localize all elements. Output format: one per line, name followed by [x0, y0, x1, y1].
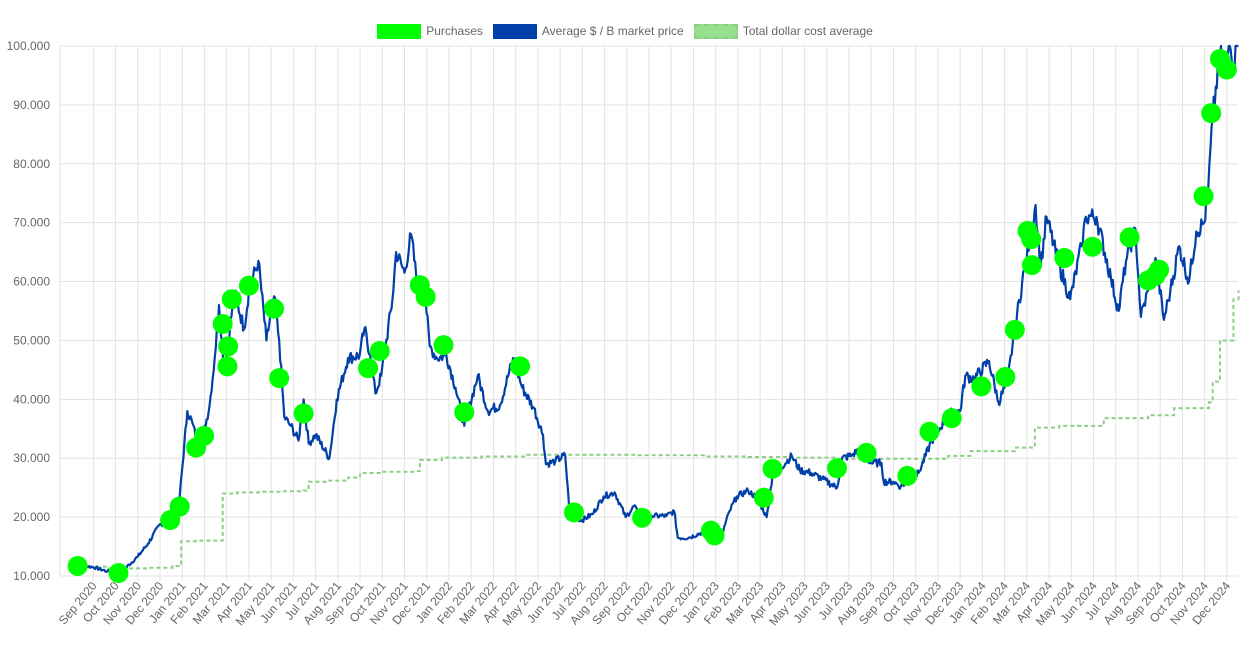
legend-item-dca[interactable]: Total dollar cost average	[693, 23, 873, 39]
legend-label-purchases: Purchases	[426, 24, 483, 38]
y-axis: 10.000 20.000 30.000 40.000 50.000 60.000 70.0…	[7, 39, 51, 583]
purchase-series	[67, 48, 1237, 584]
purchase-point	[1216, 59, 1237, 80]
price-line	[71, 44, 1239, 575]
purchase-point	[1193, 186, 1214, 207]
y-tick-label: 40.000	[13, 392, 50, 406]
y-tick-label: 50.000	[13, 333, 50, 347]
purchase-point	[67, 555, 88, 576]
purchase-point	[1201, 103, 1222, 124]
purchase-point	[704, 525, 725, 546]
purchase-point	[919, 421, 940, 442]
legend-swatch-dca	[693, 23, 738, 39]
purchase-point	[510, 356, 531, 377]
purchase-point	[1004, 319, 1025, 340]
legend-swatch-purchases	[377, 23, 422, 39]
legend-label-price: Average $ / B market price	[541, 24, 684, 38]
purchase-point	[194, 425, 215, 446]
y-tick-label: 60.000	[13, 275, 50, 289]
purchase-point	[358, 358, 379, 379]
purchase-point	[995, 366, 1016, 387]
chart-legend: Purchases Average $ / B market price Tot…	[0, 20, 1250, 42]
dca-series	[74, 290, 1240, 570]
legend-item-price[interactable]: Average $ / B market price	[492, 23, 684, 39]
purchase-point	[1082, 236, 1103, 257]
legend-swatch-price	[492, 23, 537, 39]
purchase-point	[1021, 229, 1042, 250]
purchase-point	[632, 507, 653, 528]
purchase-point	[433, 335, 454, 356]
grid-lines	[59, 45, 1238, 581]
y-tick-label: 30.000	[13, 451, 50, 465]
purchase-point	[762, 458, 783, 479]
purchase-point	[415, 286, 436, 307]
purchase-point	[941, 408, 962, 429]
purchase-point	[264, 298, 285, 319]
purchase-point	[1149, 259, 1170, 280]
purchase-point	[1054, 248, 1075, 268]
legend-item-purchases[interactable]: Purchases	[377, 23, 483, 39]
purchase-point	[212, 313, 233, 334]
price-series	[71, 44, 1239, 575]
y-tick-label: 100.000	[7, 39, 51, 53]
purchase-point	[971, 376, 992, 397]
purchase-point	[563, 502, 584, 523]
purchase-point	[269, 368, 290, 389]
y-tick-label: 10.000	[13, 569, 50, 583]
purchase-point	[369, 341, 390, 362]
purchase-point	[217, 356, 238, 377]
purchase-point	[293, 403, 314, 424]
purchase-point	[897, 465, 918, 486]
purchase-point	[753, 487, 774, 508]
purchase-point	[1021, 255, 1042, 276]
purchase-point	[1119, 227, 1140, 248]
purchase-point	[454, 402, 475, 423]
purchase-point	[169, 496, 190, 517]
dca-line	[74, 290, 1240, 570]
purchase-point	[856, 442, 877, 463]
purchase-point	[218, 336, 239, 357]
y-tick-label: 70.000	[13, 216, 50, 230]
legend-label-dca: Total dollar cost average	[742, 24, 873, 38]
purchase-point	[827, 458, 848, 479]
y-tick-label: 90.000	[13, 98, 50, 112]
y-tick-label: 20.000	[13, 510, 50, 524]
y-tick-label: 80.000	[13, 157, 50, 171]
purchase-point	[238, 275, 259, 296]
purchase-point	[221, 289, 242, 310]
purchase-point	[108, 563, 129, 584]
